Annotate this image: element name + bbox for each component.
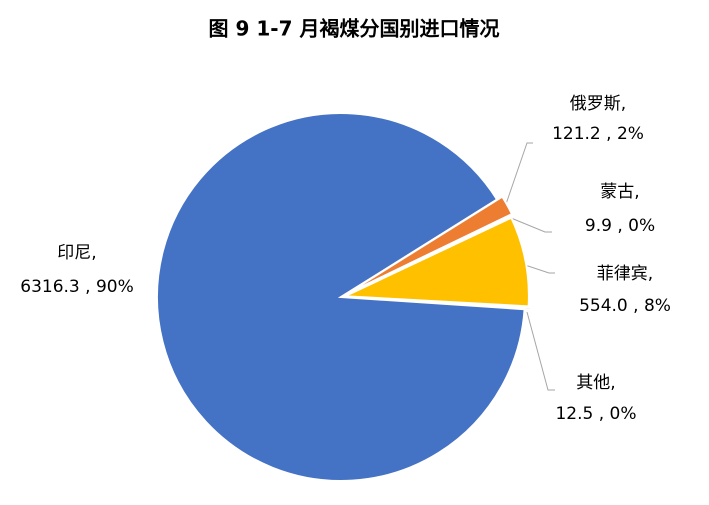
slice-label: 其他, bbox=[576, 373, 615, 393]
pie-slice bbox=[344, 216, 530, 308]
slice-label: 印尼, bbox=[57, 243, 96, 263]
value-label: 554.0 , 8% bbox=[579, 296, 671, 316]
leader-lines bbox=[504, 142, 555, 391]
leader-line bbox=[510, 217, 552, 233]
value-label: 9.9 , 0% bbox=[585, 216, 655, 236]
slice-label: 菲律宾, bbox=[597, 264, 653, 284]
value-label: 6316.3 , 90% bbox=[20, 277, 133, 297]
leader-line bbox=[521, 263, 555, 274]
pie-slice bbox=[345, 213, 515, 296]
pie-slice bbox=[156, 112, 526, 482]
slice-label: 蒙古, bbox=[600, 182, 639, 202]
value-label: 12.5 , 0% bbox=[555, 404, 636, 424]
leader-line bbox=[504, 142, 533, 208]
leader-line bbox=[526, 311, 555, 391]
chart-title: 图 9 1-7 月褐煤分国别进口情况 bbox=[209, 17, 500, 41]
value-label: 121.2 , 2% bbox=[552, 124, 644, 144]
slice-label: 俄罗斯, bbox=[570, 94, 626, 114]
